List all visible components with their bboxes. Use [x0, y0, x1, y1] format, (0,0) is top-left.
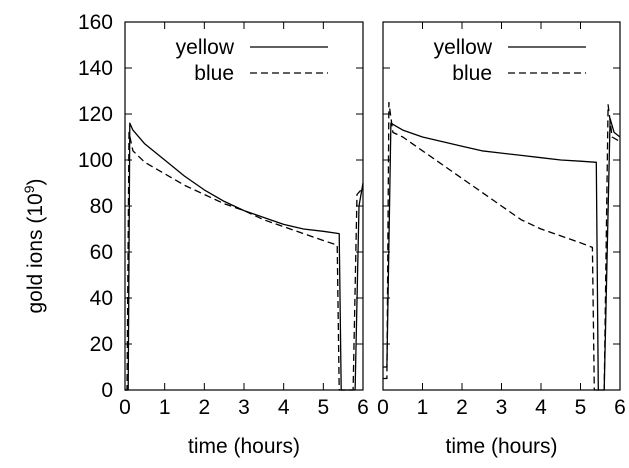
x-tick-label: 4: [535, 396, 547, 419]
y-tick-label: 140: [78, 57, 113, 80]
x-tick-label: 1: [417, 396, 429, 419]
x-tick-label: 2: [456, 396, 468, 419]
legend-label-blue: blue: [452, 62, 492, 85]
series-line-blue: [383, 101, 621, 391]
y-tick-label: 120: [78, 103, 113, 126]
y-tick-label: 20: [90, 333, 113, 356]
y-axis-title-main: gold ions (10: [24, 193, 47, 313]
y-tick-label: 60: [90, 241, 113, 264]
y-tick-label: 40: [90, 287, 113, 310]
y-tick-label: 100: [78, 149, 113, 172]
x-tick-label: 5: [317, 396, 329, 419]
x-tick-label: 3: [496, 396, 508, 419]
x-tick-label: 6: [614, 396, 626, 419]
chart-panel-left: 0 1 2 3 4 5 6020406080100120140160yellowblueti…: [78, 11, 369, 458]
series-line-yellow: [125, 122, 364, 391]
plot-frame: [124, 21, 364, 391]
y-axis-title-exponent: 9: [21, 185, 37, 193]
chart-panel-right: 0 1 2 3 4 5 6 yellow blue time (hours): [377, 21, 626, 458]
x-tick-label: 1: [159, 396, 171, 419]
legend-label-yellow: yellow: [434, 36, 493, 59]
y-tick-label: 160: [78, 11, 113, 34]
x-tick-label: 5: [575, 396, 587, 419]
x-axis-title: time (hours): [445, 435, 557, 458]
x-tick-label: 3: [238, 396, 250, 419]
x-tick-label: 6: [357, 396, 369, 419]
x-tick-label: 0: [377, 396, 389, 419]
x-tick-label: 2: [198, 396, 210, 419]
series-line-yellow: [383, 117, 621, 391]
y-tick-label: 0: [101, 379, 113, 402]
y-tick-label: 80: [90, 195, 113, 218]
series-line-blue: [125, 131, 364, 391]
x-tick-label: 4: [278, 396, 290, 419]
x-axis-title: time (hours): [188, 435, 300, 458]
x-tick-label: 0: [119, 396, 131, 419]
y-axis-title: gold ions (109): [21, 178, 47, 313]
y-axis-title-close: ): [24, 178, 47, 185]
legend-label-yellow: yellow: [176, 36, 235, 59]
legend-label-blue: blue: [194, 62, 234, 85]
